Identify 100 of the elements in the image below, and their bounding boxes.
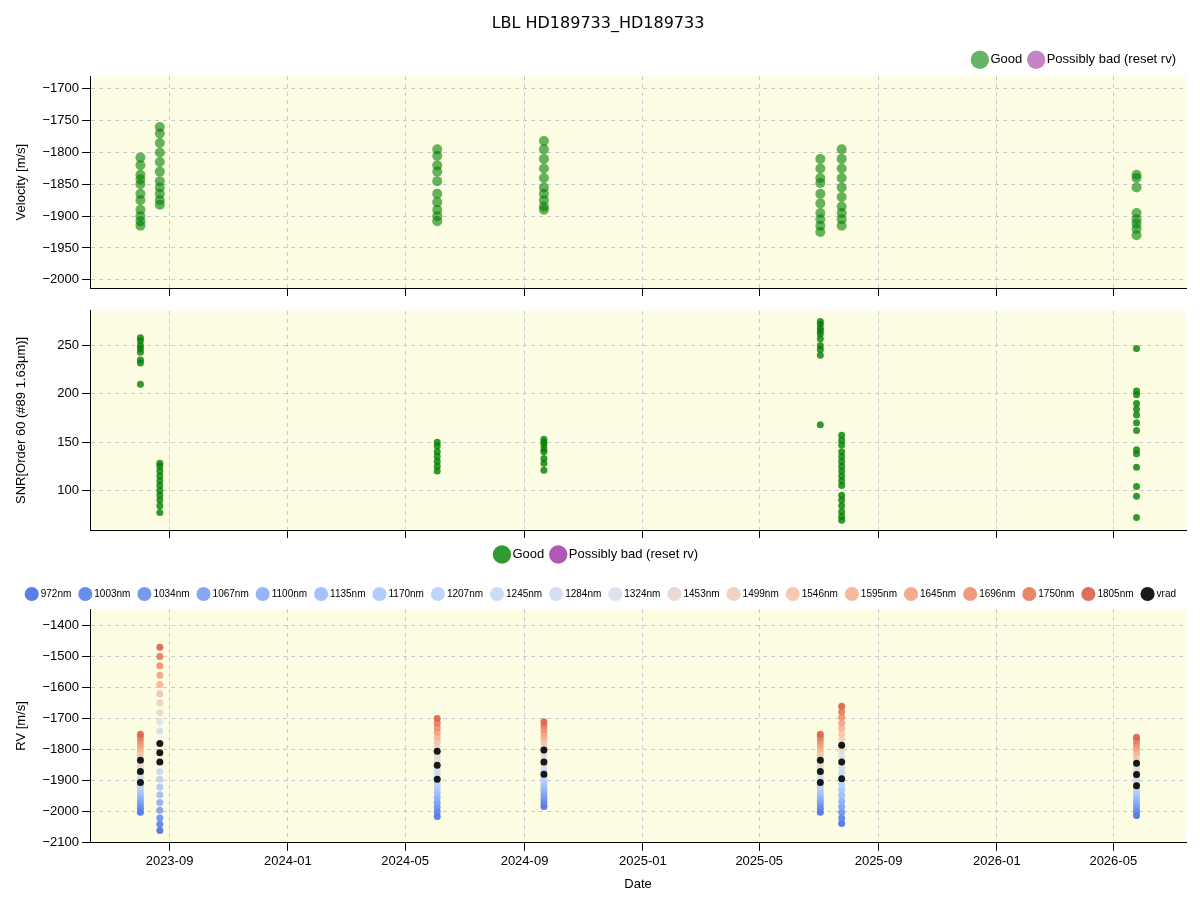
y-tick-label: 250 — [57, 337, 79, 353]
x-tick-label: 2024-01 — [264, 853, 312, 869]
point — [433, 715, 441, 723]
legend-label: 1135nm — [330, 587, 366, 599]
legend-label: 1003nm — [94, 587, 131, 599]
legend-label: 1546nm — [801, 587, 838, 599]
y-tick-label: 150 — [57, 433, 79, 449]
y-tick-label: −1600 — [42, 679, 79, 695]
legend-label: 1805nm — [1097, 587, 1134, 599]
point — [838, 775, 846, 783]
legend-label: 1453nm — [683, 587, 720, 599]
y-axis-title: RV [m/s] — [13, 701, 29, 751]
legend-label: Good — [990, 51, 1023, 67]
point — [816, 730, 824, 738]
legend-label: 1324nm — [624, 587, 661, 599]
legend-label: 1595nm — [860, 587, 897, 599]
point — [156, 826, 164, 834]
x-tick-label: 2025-09 — [854, 853, 903, 869]
legend-label: 1067nm — [212, 587, 249, 599]
y-tick-label: −1850 — [42, 175, 79, 191]
legend-label: 1100nm — [271, 587, 308, 599]
y-tick-label: −2000 — [42, 271, 79, 287]
legend-label: Good — [512, 546, 545, 562]
point — [838, 820, 846, 828]
legend-label: 1284nm — [565, 587, 602, 599]
point — [156, 806, 164, 814]
point — [156, 798, 164, 806]
point — [816, 756, 824, 764]
y-tick-label: −1800 — [42, 144, 79, 160]
y-tick-label: −1700 — [42, 710, 79, 726]
point — [838, 808, 846, 816]
point — [433, 775, 441, 783]
legend-label: Possibly bad (reset rv) — [568, 546, 699, 562]
point — [1133, 733, 1141, 741]
point — [156, 643, 164, 651]
legend-label: 1170nm — [388, 587, 424, 599]
point — [156, 699, 164, 707]
point — [433, 761, 441, 769]
legend-label: 972nm — [40, 587, 72, 599]
legend-label: 1245nm — [506, 587, 543, 599]
point — [838, 730, 846, 738]
point — [838, 741, 846, 749]
x-tick-label: 2024-05 — [381, 853, 430, 869]
legend-label: 1750nm — [1038, 587, 1075, 599]
y-tick-label: −1500 — [42, 648, 79, 664]
x-axis-title: Date — [624, 875, 652, 891]
x-tick-label: 2024-09 — [500, 853, 549, 869]
point — [156, 653, 164, 661]
y-tick-label: 200 — [57, 385, 79, 401]
point — [156, 775, 164, 783]
point — [156, 783, 164, 791]
legend-label: vrad — [1156, 587, 1176, 599]
y-tick-label: −1950 — [42, 239, 79, 255]
point — [838, 702, 846, 710]
chart-title: LBL HD189733_HD189733 — [491, 12, 705, 33]
point — [156, 791, 164, 799]
y-tick-label: −2100 — [42, 834, 79, 850]
point — [156, 749, 164, 757]
point — [136, 730, 144, 738]
point — [156, 671, 164, 679]
point — [156, 690, 164, 698]
point — [156, 708, 164, 716]
legend-label: 1034nm — [153, 587, 190, 599]
point — [838, 797, 846, 805]
point — [156, 739, 164, 747]
point — [838, 725, 846, 733]
point — [838, 780, 846, 788]
point — [156, 727, 164, 735]
point — [540, 718, 548, 726]
legend-label: 1696nm — [979, 587, 1016, 599]
point — [540, 758, 548, 766]
y-tick-label: 100 — [57, 481, 79, 497]
point — [156, 718, 164, 726]
y-tick-label: −2000 — [42, 803, 79, 819]
y-tick-label: −1900 — [42, 207, 79, 223]
y-tick-label: −1700 — [42, 80, 79, 96]
point — [156, 680, 164, 688]
y-tick-label: −1900 — [42, 772, 79, 788]
point — [156, 758, 164, 766]
point — [540, 770, 548, 778]
y-tick-label: −1400 — [42, 617, 79, 633]
point — [156, 662, 164, 670]
x-tick-label: 2026-01 — [973, 853, 1021, 869]
point — [156, 814, 164, 822]
point — [156, 767, 164, 775]
point — [136, 756, 144, 764]
x-tick-label: 2026-05 — [1089, 853, 1138, 869]
legend-label: 1645nm — [920, 587, 957, 599]
x-tick-label: 2025-01 — [618, 853, 667, 869]
point — [433, 747, 441, 755]
legend-label: Possibly bad (reset rv) — [1046, 51, 1177, 67]
legend-label: 1207nm — [446, 587, 484, 599]
point — [156, 820, 164, 828]
y-axis-title: SNR[Order 60 (#89 1.63μm)] — [13, 336, 29, 504]
point — [540, 746, 548, 754]
x-tick-label: 2023-09 — [145, 853, 194, 869]
legend-label: 1499nm — [742, 587, 779, 599]
y-axis-title: Velocity [m/s] — [13, 143, 29, 221]
y-tick-label: −1800 — [42, 741, 79, 757]
y-tick-label: −1750 — [42, 112, 79, 128]
